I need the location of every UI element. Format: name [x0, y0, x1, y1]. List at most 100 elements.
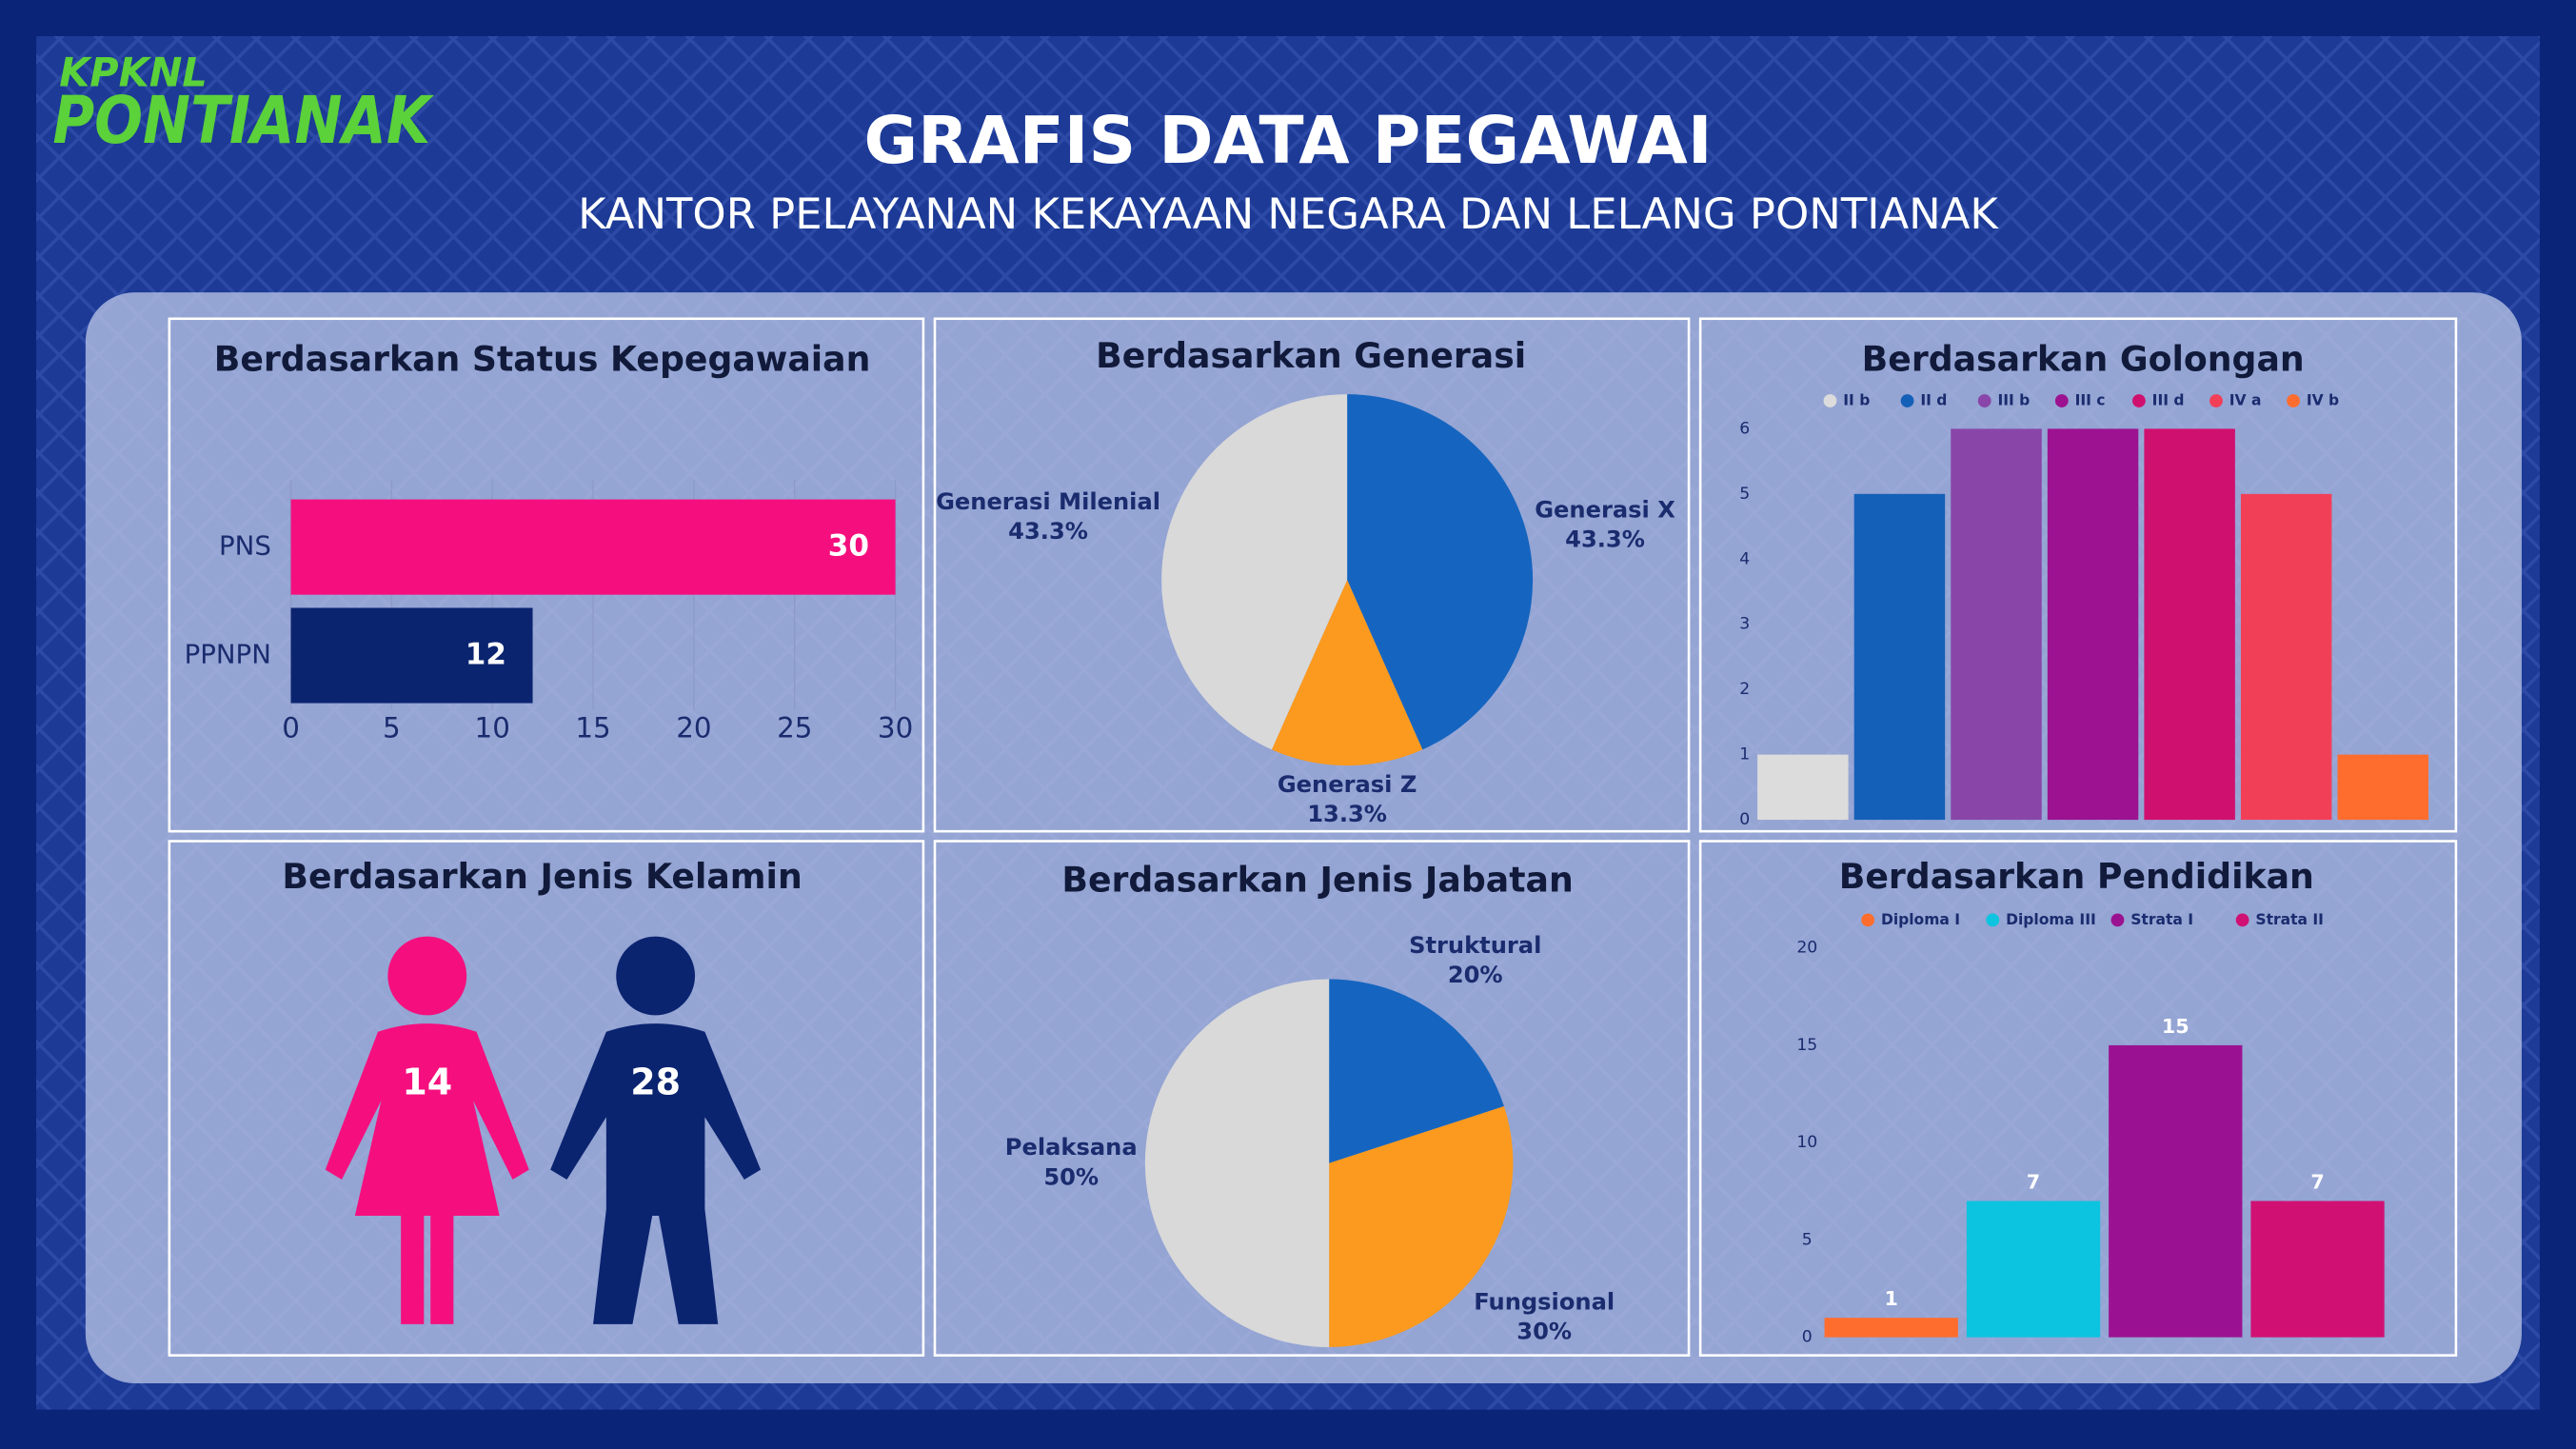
legend-label: II b	[1843, 392, 1870, 409]
y-tick-label: 15	[1796, 1036, 1817, 1055]
y-tick-label: 10	[1796, 1133, 1817, 1152]
legend-label: Diploma I	[1881, 911, 1960, 928]
bar	[1853, 493, 1946, 821]
bar	[2240, 493, 2332, 821]
y-tick-label: 6	[1739, 419, 1750, 438]
bar	[1757, 754, 1849, 821]
legend-label: Diploma III	[2006, 911, 2096, 928]
legend-swatch	[2131, 394, 2146, 407]
legend-label: Strata II	[2255, 911, 2324, 928]
value-label: 7	[2027, 1171, 2040, 1194]
bar	[290, 499, 896, 595]
y-tick-label: 1	[1739, 745, 1750, 764]
y-tick-label: 5	[1739, 485, 1750, 504]
x-tick-label: 25	[777, 712, 812, 744]
y-tick-label: 5	[1802, 1230, 1813, 1249]
logo-top: KPKNL	[59, 50, 208, 95]
cells	[168, 317, 2458, 1357]
bar	[1824, 1318, 1958, 1338]
bar	[2250, 1201, 2385, 1338]
y-tick-label: 4	[1739, 549, 1750, 568]
pie-slice	[1347, 394, 1534, 750]
icon-body	[550, 1023, 762, 1324]
legend-label: III c	[2075, 392, 2106, 409]
x-tick-label: 5	[383, 712, 401, 744]
value-label: 7	[2310, 1171, 2324, 1194]
legend-swatch	[1986, 913, 2000, 927]
chart-title: Berdasarkan Generasi	[1096, 335, 1526, 376]
slice-name: Generasi Z	[1278, 771, 1417, 798]
legend-swatch	[2110, 913, 2125, 927]
legend-swatch	[1823, 394, 1837, 407]
slice-value: 43.3%	[1008, 518, 1088, 545]
chart-title: Berdasarkan Jenis Kelamin	[282, 856, 802, 897]
y-tick-label: 0	[1739, 810, 1750, 829]
x-tick-label: 10	[475, 712, 510, 744]
bar	[1966, 1201, 2101, 1338]
legend-swatch	[1900, 394, 1914, 407]
value-label: 14	[402, 1061, 452, 1102]
slice-name: Generasi X	[1535, 497, 1675, 524]
chart-title: Berdasarkan Pendidikan	[1839, 856, 2314, 897]
legend-swatch	[2209, 394, 2223, 407]
legend-label: IV b	[2307, 392, 2339, 409]
legend-swatch	[2287, 394, 2300, 407]
icon-body	[325, 1023, 529, 1324]
legend-label: IV a	[2229, 392, 2262, 409]
y-tick-label: 20	[1796, 939, 1817, 958]
x-tick-label: 30	[878, 712, 913, 744]
pie-slice	[1161, 394, 1348, 750]
male-icon	[550, 936, 762, 1324]
bar	[2144, 428, 2235, 821]
y-tick-label: 0	[1802, 1328, 1813, 1347]
logo-bottom: PONTIANAK	[52, 83, 434, 159]
legend-swatch	[2054, 394, 2069, 407]
value-label: 15	[2162, 1015, 2190, 1038]
icon-head	[387, 936, 467, 1016]
slice-value: 43.3%	[1565, 526, 1645, 553]
chart-title: Berdasarkan Jenis Jabatan	[1061, 860, 1573, 901]
bar	[2109, 1044, 2243, 1338]
pie-slice	[1329, 979, 1504, 1163]
category-label: PNS	[219, 530, 271, 562]
legend-label: II d	[1920, 392, 1947, 409]
slice-value: 20%	[1448, 962, 1503, 988]
female-icon	[325, 936, 529, 1324]
y-tick-label: 3	[1739, 615, 1750, 634]
bar	[2047, 428, 2139, 821]
pie-slice	[1271, 580, 1423, 766]
legend-label: III d	[2152, 392, 2185, 409]
legend-swatch	[1977, 394, 1991, 407]
pie-slice	[1144, 979, 1330, 1348]
value-label: 28	[630, 1061, 681, 1102]
value-label: 30	[828, 529, 869, 564]
bar	[1951, 428, 2042, 821]
bar	[290, 607, 533, 704]
x-tick-label: 15	[575, 712, 610, 744]
slice-name: Pelaksana	[1005, 1134, 1138, 1161]
slice-value: 50%	[1043, 1163, 1099, 1190]
legend-label: Strata I	[2130, 911, 2193, 928]
subtitle: KANTOR PELAYANAN KEKAYAAN NEGARA DAN LEL…	[578, 189, 1999, 239]
value-label: 1	[1885, 1287, 1898, 1310]
chart-title: Berdasarkan Status Kepegawaian	[214, 339, 871, 380]
legend-swatch	[1861, 913, 1875, 927]
bar	[2337, 754, 2428, 821]
value-label: 12	[466, 638, 506, 672]
legend-swatch	[2235, 913, 2249, 927]
slice-value: 13.3%	[1307, 801, 1387, 827]
x-tick-label: 0	[282, 712, 300, 744]
slice-name: Fungsional	[1474, 1288, 1615, 1315]
title: GRAFIS DATA PEGAWAI	[863, 103, 1712, 179]
slice-name: Struktural	[1409, 932, 1541, 959]
slice-value: 30%	[1516, 1318, 1572, 1344]
legend-label: III b	[1997, 392, 2030, 409]
category-label: PPNPN	[185, 639, 271, 670]
x-tick-label: 20	[676, 712, 711, 744]
pie-slice	[1329, 1106, 1514, 1348]
icon-head	[616, 936, 696, 1016]
y-tick-label: 2	[1739, 680, 1750, 699]
slice-name: Generasi Milenial	[936, 488, 1160, 515]
